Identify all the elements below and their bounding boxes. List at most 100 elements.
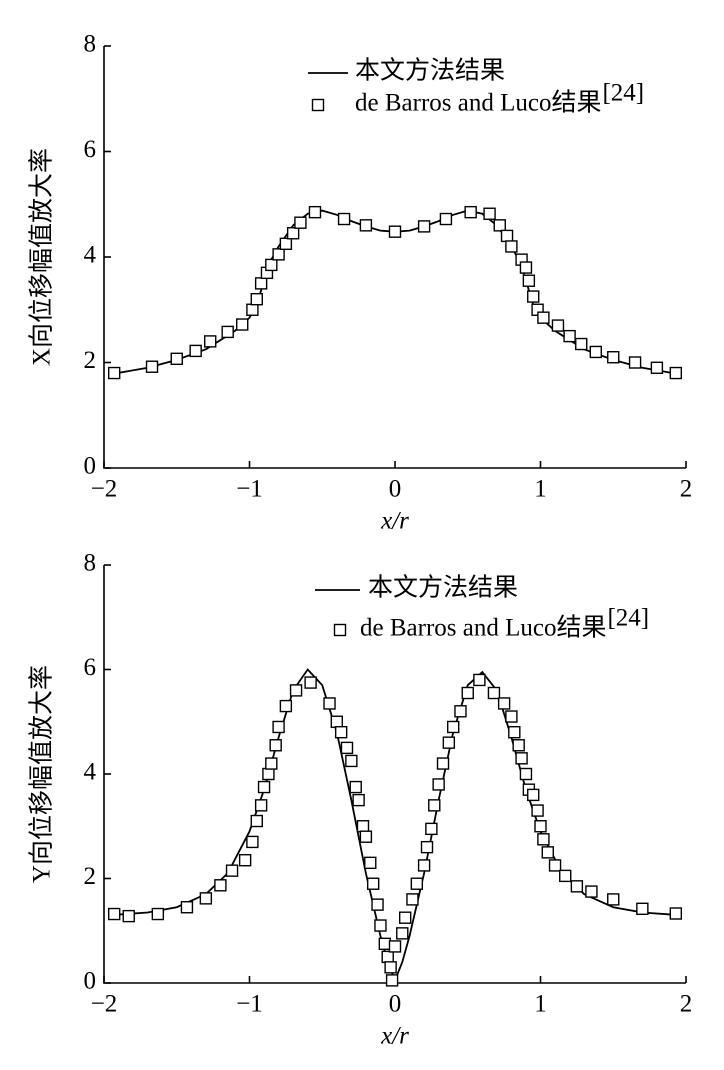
marker — [385, 974, 399, 987]
marker — [294, 216, 307, 229]
y-tick-label: 2 — [84, 863, 97, 890]
marker — [199, 892, 213, 905]
x-tick-label: 2 — [680, 991, 693, 1018]
marker — [246, 303, 259, 316]
x-axis-label: x/r — [380, 1023, 409, 1050]
marker — [265, 258, 278, 272]
marker — [374, 919, 387, 932]
marker — [428, 799, 441, 812]
marker — [527, 788, 540, 802]
marker — [279, 699, 293, 713]
marker — [442, 736, 456, 749]
marker — [366, 877, 380, 890]
marker — [262, 767, 275, 781]
legend-marker — [333, 623, 347, 637]
marker — [265, 757, 278, 770]
marker — [522, 274, 536, 287]
marker — [334, 726, 348, 739]
marker — [628, 356, 642, 369]
marker — [464, 205, 477, 219]
x-tick-label: 0 — [389, 991, 402, 1018]
marker — [461, 686, 474, 700]
marker — [515, 752, 528, 765]
marker — [269, 739, 282, 752]
legend-label: 本文方法结果 — [368, 574, 518, 602]
x-tick-label: −2 — [91, 476, 118, 503]
legend-ref: [24] — [607, 605, 649, 632]
x-tick-label: −2 — [91, 991, 118, 1018]
legend-label: de Barros and Luco结果 — [355, 89, 601, 117]
marker — [337, 212, 351, 226]
marker — [236, 318, 249, 331]
marker — [508, 726, 521, 739]
marker — [250, 814, 263, 828]
marker — [519, 767, 533, 781]
x-tick-label: 1 — [534, 476, 547, 503]
marker — [607, 893, 620, 906]
marker — [417, 859, 431, 872]
marker — [417, 220, 431, 233]
x-tick-label: −1 — [236, 476, 263, 503]
y-tick-label: 0 — [84, 968, 97, 995]
marker — [250, 293, 263, 306]
marker — [505, 240, 518, 253]
legend-marker — [311, 98, 325, 112]
marker — [107, 907, 121, 921]
marker — [180, 901, 194, 914]
marker — [436, 757, 450, 770]
marker — [221, 325, 234, 339]
y-tick-label: 2 — [84, 347, 97, 374]
marker — [381, 950, 394, 964]
x-tick-label: 1 — [534, 991, 547, 1018]
marker — [107, 366, 121, 380]
marker — [531, 804, 544, 817]
marker — [454, 705, 467, 718]
marker — [406, 893, 419, 906]
marker — [650, 361, 664, 374]
marker — [537, 311, 550, 324]
marker — [345, 754, 358, 768]
marker — [493, 219, 506, 232]
marker — [384, 961, 397, 974]
marker — [388, 225, 402, 238]
marker — [505, 710, 518, 723]
marker — [323, 697, 336, 710]
marker — [352, 793, 365, 807]
marker — [238, 854, 252, 867]
marker — [359, 219, 373, 232]
marker — [432, 778, 445, 791]
marker — [151, 907, 165, 921]
y-tick-label: 6 — [84, 654, 97, 681]
marker — [425, 822, 438, 836]
marker — [304, 676, 317, 689]
marker — [330, 715, 343, 728]
x-tick-label: 2 — [680, 476, 693, 503]
marker — [340, 741, 354, 755]
marker — [589, 345, 602, 359]
marker — [410, 877, 424, 890]
marker — [534, 820, 547, 833]
marker — [551, 319, 565, 332]
marker — [487, 686, 501, 700]
marker — [669, 907, 683, 920]
marker — [585, 885, 598, 898]
marker — [286, 227, 300, 240]
marker — [420, 840, 434, 854]
marker — [308, 205, 322, 219]
marker — [257, 780, 271, 794]
marker — [559, 869, 572, 883]
y-tick-label: 4 — [84, 242, 97, 269]
marker — [575, 337, 588, 351]
marker — [214, 879, 227, 892]
legend-ref: [24] — [602, 80, 644, 107]
marker — [204, 335, 217, 348]
y-tick-label: 0 — [84, 453, 97, 480]
marker — [189, 344, 202, 358]
marker — [272, 720, 285, 734]
y-tick-label: 4 — [84, 759, 97, 786]
marker — [483, 207, 496, 220]
marker — [145, 360, 159, 373]
marker — [537, 833, 550, 846]
marker — [289, 684, 303, 697]
marker — [541, 846, 554, 859]
